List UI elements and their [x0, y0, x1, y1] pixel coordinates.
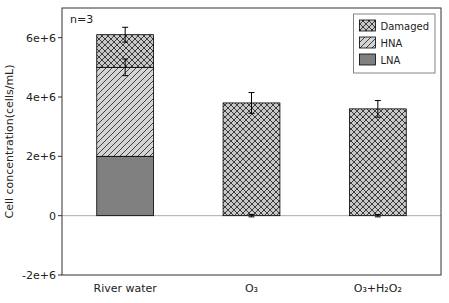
y-axis: -2e+6 0 2e+6 4e+6 6e+6	[22, 32, 62, 282]
legend-swatch	[359, 37, 375, 48]
y-tick-label: -2e+6	[22, 269, 56, 282]
plot-frame	[62, 8, 441, 275]
legend-label: LNA	[380, 55, 400, 66]
y-tick-label: 6e+6	[26, 32, 56, 45]
legend-swatch	[359, 54, 375, 65]
legend-swatch	[359, 20, 375, 31]
legend-label: Damaged	[380, 21, 429, 32]
error-bar	[122, 59, 128, 76]
bar	[349, 109, 406, 216]
annotation: n=3	[70, 13, 93, 26]
y-tick-label: 0	[49, 210, 56, 223]
bars	[97, 35, 407, 216]
series-bars	[97, 67, 154, 156]
error-bar	[375, 101, 381, 118]
error-bars	[122, 27, 381, 217]
x-tick-label: O₃+H₂O₂	[354, 282, 402, 295]
error-bar	[249, 214, 255, 216]
y-tick	[58, 37, 62, 38]
bar	[97, 67, 154, 156]
y-tick	[58, 215, 62, 216]
bar	[97, 156, 154, 215]
x-tick-label: River water	[93, 282, 157, 295]
series-bars	[97, 35, 407, 216]
series-bars	[97, 156, 154, 215]
bar	[223, 103, 280, 216]
error-bar	[122, 27, 128, 42]
legend-label: HNA	[380, 38, 402, 49]
chart: -2e+6 0 2e+6 4e+6 6e+6 Cell concentration(cel…	[0, 0, 449, 303]
error-bar	[375, 214, 381, 216]
y-tick-label: 2e+6	[26, 150, 56, 163]
x-tick-label: O₃	[245, 282, 258, 295]
legend-box	[353, 14, 435, 73]
error-bar	[249, 93, 255, 114]
y-tick	[58, 275, 62, 276]
y-tick	[58, 156, 62, 157]
legend: Damaged HNA LNA	[353, 14, 435, 73]
y-tick	[58, 97, 62, 98]
y-axis-label: Cell concentration(cells/mL)	[3, 64, 16, 218]
y-tick-label: 4e+6	[26, 91, 56, 104]
